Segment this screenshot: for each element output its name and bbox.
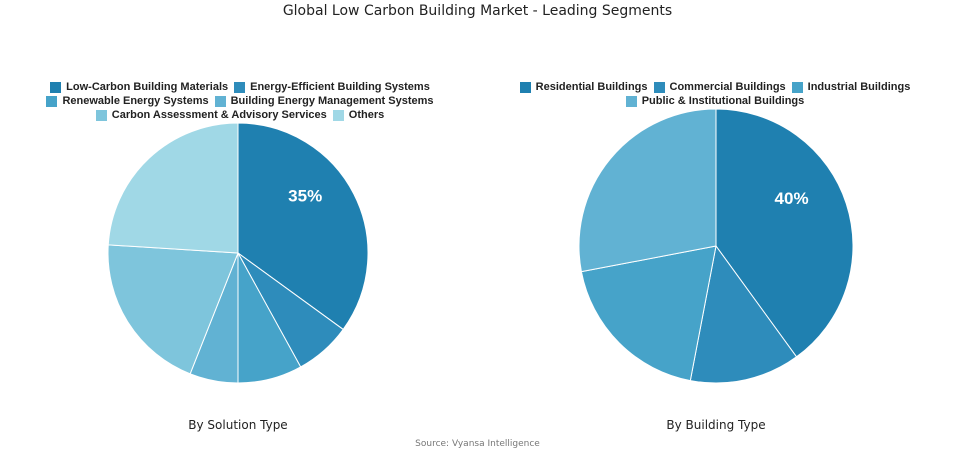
legend-label: Others xyxy=(348,109,385,121)
legend-swatch xyxy=(791,81,803,93)
legend-item: Public & Institutional Buildings xyxy=(625,94,805,108)
legend-item: Industrial Buildings xyxy=(791,80,911,94)
legend-item: Commercial Buildings xyxy=(653,80,786,94)
legend-swatch xyxy=(50,81,62,93)
legend-swatch xyxy=(653,81,665,93)
pie-slice xyxy=(689,244,798,384)
pie-data-label: 35% xyxy=(288,186,322,205)
caption-solution-type: By Solution Type xyxy=(188,418,288,432)
legend-swatch xyxy=(332,109,344,121)
legend-label: Residential Buildings xyxy=(535,81,648,93)
pie-slice xyxy=(237,122,369,331)
legend-swatch xyxy=(234,81,246,93)
legend-item: Renewable Energy Systems xyxy=(46,94,209,108)
legend-item: Others xyxy=(332,108,385,122)
legend-swatch xyxy=(95,109,107,121)
legend-item: Low-Carbon Building Materials xyxy=(50,80,228,94)
caption-building-type: By Building Type xyxy=(666,418,766,432)
pie-chart-solution-type: 35% xyxy=(107,122,369,384)
legend-item: Residential Buildings xyxy=(519,80,648,94)
legend-item: Carbon Assessment & Advisory Services xyxy=(95,108,327,122)
legend-label: Industrial Buildings xyxy=(807,81,911,93)
legend-building-type: Residential Buildings Commercial Building… xyxy=(505,80,925,108)
legend-item: Energy-Efficient Building Systems xyxy=(234,80,430,94)
chart-title: Global Low Carbon Building Market - Lead… xyxy=(282,3,673,19)
legend-swatch xyxy=(519,81,531,93)
legend-swatch xyxy=(46,95,58,107)
legend-label: Public & Institutional Buildings xyxy=(641,95,805,107)
legend-label: Building Energy Management Systems xyxy=(230,95,434,107)
pie-slice xyxy=(580,245,717,382)
legend-label: Low-Carbon Building Materials xyxy=(66,81,229,93)
legend-swatch xyxy=(214,95,226,107)
pie-slice xyxy=(107,244,239,375)
legend-swatch xyxy=(625,95,637,107)
legend-label: Renewable Energy Systems xyxy=(62,95,209,107)
legend-label: Energy-Efficient Building Systems xyxy=(250,81,430,93)
pie-slice xyxy=(107,122,239,254)
legend-label: Commercial Buildings xyxy=(669,81,786,93)
source-note: Source: Vyansa Intelligence xyxy=(415,439,540,449)
legend-label: Carbon Assessment & Advisory Services xyxy=(111,109,327,121)
pie-chart-building-type: 40% xyxy=(578,108,854,384)
legend-solution-type: Low-Carbon Building Materials Energy-Effi… xyxy=(30,80,450,122)
pie-slice xyxy=(715,108,854,358)
pie-slice xyxy=(578,108,717,273)
pie-data-label: 40% xyxy=(775,189,809,208)
legend-item: Building Energy Management Systems xyxy=(214,94,434,108)
